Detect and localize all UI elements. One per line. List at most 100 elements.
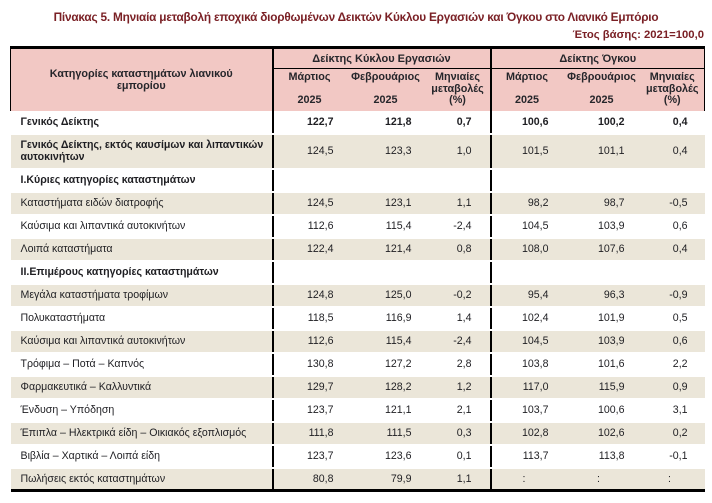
table-row: Μεγάλα καταστήματα τροφίμων 124,8 125,0 … [10,283,705,308]
cell-volume-march: : [489,467,563,492]
group-header-row: Κατηγορίες καταστημάτων λιανικού εμπορίο… [10,47,706,111]
cell-turnover-february: 115,4 [345,329,426,354]
cell-turnover-march: 111,8 [271,421,346,446]
month-label: Μάρτιος [505,71,549,83]
cell-turnover-march: 112,6 [271,329,346,354]
cell-turnover-change: 2,1 [425,398,491,423]
change-label: Μηνιαίες μεταβολές [645,71,699,95]
row-label: Πολυκαταστήματα [10,306,273,331]
cell-volume-march: 101,5 [489,133,563,170]
cell-turnover-february: 115,4 [345,214,426,239]
table-row: Γενικός Δείκτης, εκτός καυσίμων και λιπα… [10,133,705,170]
month-label: Φεβρουάριος [567,71,636,83]
table-row: Βιβλία – Χαρτικά – Λοιπά είδη 123,7 123,… [10,444,705,469]
row-label: Ι.Κύριες κατηγορίες καταστημάτων [10,168,273,193]
cell-turnover-february: 79,9 [345,467,426,492]
cell-volume-march: 103,7 [489,398,563,423]
cell-turnover-change: 1,4 [425,306,491,331]
cell-volume-change: -0,5 [640,191,705,216]
cell-turnover-march: 129,7 [271,375,346,400]
cell-turnover-february: 123,6 [345,444,426,469]
row-label: Λοιπά καταστήματα [10,237,273,262]
cell-turnover-february: 116,9 [345,306,426,331]
cell-volume-march: 113,7 [489,444,563,469]
cell-turnover-change: 0,7 [425,110,491,135]
cell-volume-february: 107,6 [562,237,641,262]
cell-turnover-change: -2,4 [425,329,491,354]
cell-turnover-february: 127,2 [345,352,426,377]
row-label: Μεγάλα καταστήματα τροφίμων [10,283,273,308]
change-label: Μηνιαίες μεταβολές [431,71,484,95]
row-label: Καύσιμα και λιπαντικά αυτοκινήτων [10,329,273,354]
cell-volume-change: 0,2 [640,421,705,446]
cell-volume-march: 103,8 [489,352,563,377]
cell-volume-february: 100,2 [562,110,641,135]
row-label: Έπιπλα – Ηλεκτρικά είδη – Οικιακός εξοπλ… [10,421,273,446]
cell-volume-march [489,260,563,285]
table-row: Πωλήσεις εκτός καταστημάτων 80,8 79,9 1,… [10,467,705,492]
table-row: Καύσιμα και λιπαντικά αυτοκινήτων 112,6 … [10,329,705,354]
cell-volume-march: 108,0 [489,237,563,262]
cell-turnover-change: 1,1 [425,467,491,492]
cell-turnover-march: 124,8 [271,283,346,308]
col-turnover-february: Φεβρουάριος 2025 [345,68,426,111]
cell-volume-march: 104,5 [489,329,563,354]
cell-turnover-march: 122,7 [271,110,346,135]
cell-turnover-change: -0,2 [425,283,491,308]
col-volume-march: Μάρτιος 2025 [489,68,563,111]
table-row: Ι.Κύριες κατηγορίες καταστημάτων [10,168,705,193]
table-row: ΙΙ.Επιμέρους κατηγορίες καταστημάτων [10,260,705,285]
cell-turnover-march: 80,8 [271,467,346,492]
col-volume-february: Φεβρουάριος 2025 [562,68,641,111]
cell-turnover-february: 123,3 [345,133,426,170]
cell-volume-march: 102,8 [489,421,563,446]
cell-turnover-february [345,168,426,193]
cell-volume-change: 2,2 [640,352,705,377]
cell-volume-change: : [640,467,705,492]
cell-turnover-march: 130,8 [271,352,346,377]
row-label: Φαρμακευτικά – Καλλυντικά [10,375,273,400]
cell-turnover-change: -2,4 [425,214,491,239]
table-row: Γενικός Δείκτης 122,7 121,8 0,7 100,6 10… [10,110,705,135]
table-header: Κατηγορίες καταστημάτων λιανικού εμπορίο… [10,47,706,111]
row-label: Γενικός Δείκτης [10,110,273,135]
cell-turnover-change [425,168,491,193]
cell-volume-february [562,168,641,193]
cell-volume-change [640,168,705,193]
group-turnover-index: Δείκτης Κύκλου Εργασιών [271,47,491,69]
cell-volume-march: 98,2 [489,191,563,216]
cell-volume-change: 0,6 [640,329,705,354]
table-row: Καύσιμα και λιπαντικά αυτοκινήτων 112,6 … [10,214,705,239]
cell-turnover-change: 2,8 [425,352,491,377]
cell-volume-february: 101,1 [562,133,641,170]
cell-turnover-change: 0,8 [425,237,491,262]
cell-volume-march: 100,6 [489,110,563,135]
cell-volume-change: 0,4 [640,110,705,135]
cell-turnover-march: 123,7 [271,444,346,469]
cell-volume-change: 0,5 [640,306,705,331]
cell-turnover-february: 125,0 [345,283,426,308]
month-label: Μάρτιος [288,71,331,83]
col-volume-monthly-change: Μηνιαίες μεταβολές (%) [640,68,706,111]
row-label: Γενικός Δείκτης, εκτός καυσίμων και λιπα… [10,133,273,170]
cell-turnover-change: 0,3 [425,421,491,446]
cell-volume-change: -0,1 [640,444,705,469]
year-label: 2025 [514,94,540,107]
cell-volume-change [640,260,705,285]
percent-unit-label: (%) [663,94,681,107]
cell-turnover-march: 124,5 [271,191,346,216]
table-row: Φαρμακευτικά – Καλλυντικά 129,7 128,2 1,… [10,375,705,400]
cell-volume-march: 95,4 [489,283,563,308]
group-volume-index: Δείκτης Όγκου [489,47,706,69]
cell-volume-change: -0,9 [640,283,705,308]
row-label: Πωλήσεις εκτός καταστημάτων [10,467,273,492]
row-label: Ένδυση – Υπόδηση [10,398,273,423]
year-label: 2025 [373,94,398,107]
row-label: Τρόφιμα – Ποτά – Καπνός [10,352,273,377]
cell-turnover-february: 111,5 [345,421,426,446]
cell-volume-february: 98,7 [562,191,641,216]
cell-volume-change: 0,6 [640,214,705,239]
row-header-cell: Κατηγορίες καταστημάτων λιανικού εμπορίο… [10,47,273,111]
cell-volume-february: 101,6 [562,352,641,377]
